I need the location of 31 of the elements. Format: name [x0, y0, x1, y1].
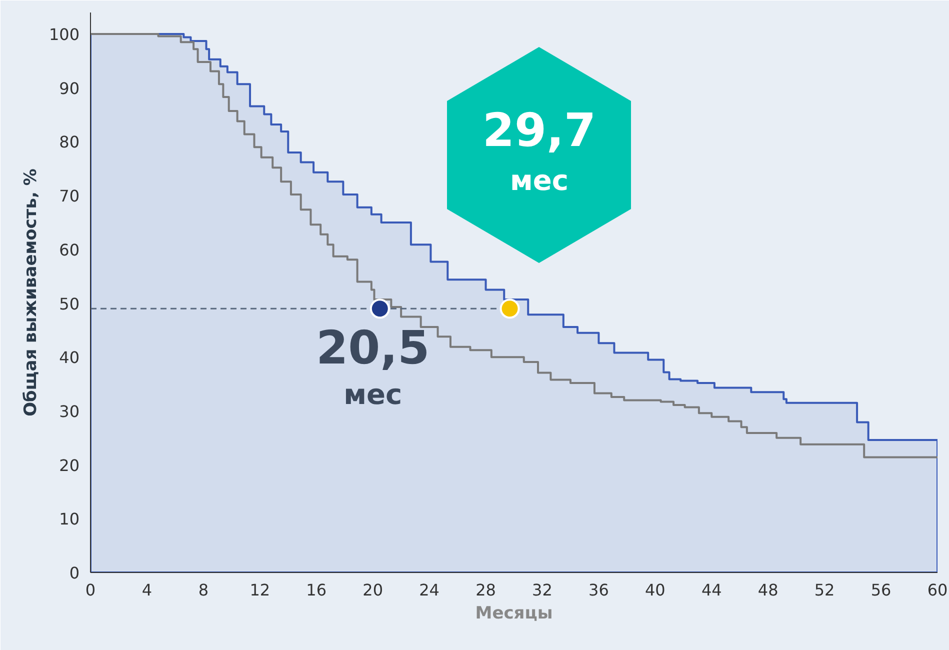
x-tick-label: 20: [362, 580, 384, 600]
annotation: 20,5 мес: [316, 320, 430, 411]
y-tick-label: 40: [59, 348, 80, 368]
x-tick-label: 28: [476, 580, 496, 600]
y-tick-label: 60: [59, 240, 80, 260]
y-tick-label: 20: [59, 456, 80, 475]
x-tick-label: 52: [814, 580, 835, 600]
x-tick-label: 8: [198, 580, 209, 600]
x-tick-label: 16: [306, 580, 327, 600]
y-tick-label: 100: [48, 25, 80, 44]
y-axis-title: Общая выживаемость, %: [20, 168, 41, 416]
y-tick-label: 30: [59, 402, 80, 421]
x-tick-label: 12: [250, 580, 270, 600]
y-tick-label: 80: [59, 132, 80, 152]
y-tick-label: 0: [69, 564, 80, 582]
x-tick-label: 4: [142, 580, 152, 600]
x-tick-label: 56: [870, 580, 892, 600]
x-axis-title: Месяцы: [475, 604, 553, 624]
x-tick-label: 44: [701, 580, 722, 600]
x-tick-label: 36: [588, 580, 609, 600]
x-tick-label: 32: [532, 580, 552, 600]
y-tick-label: 50: [59, 294, 80, 314]
y-tick-label: 70: [59, 186, 80, 206]
x-tick-label: 60: [927, 580, 948, 600]
annotation: 29,7 мес: [482, 103, 597, 198]
y-tick-label: 10: [59, 510, 80, 529]
x-tick-label: 0: [85, 580, 96, 600]
x-tick-label: 24: [419, 580, 440, 600]
x-tick-label: 48: [758, 580, 778, 600]
y-tick-label: 90: [59, 78, 80, 98]
x-tick-label: 40: [644, 580, 666, 600]
